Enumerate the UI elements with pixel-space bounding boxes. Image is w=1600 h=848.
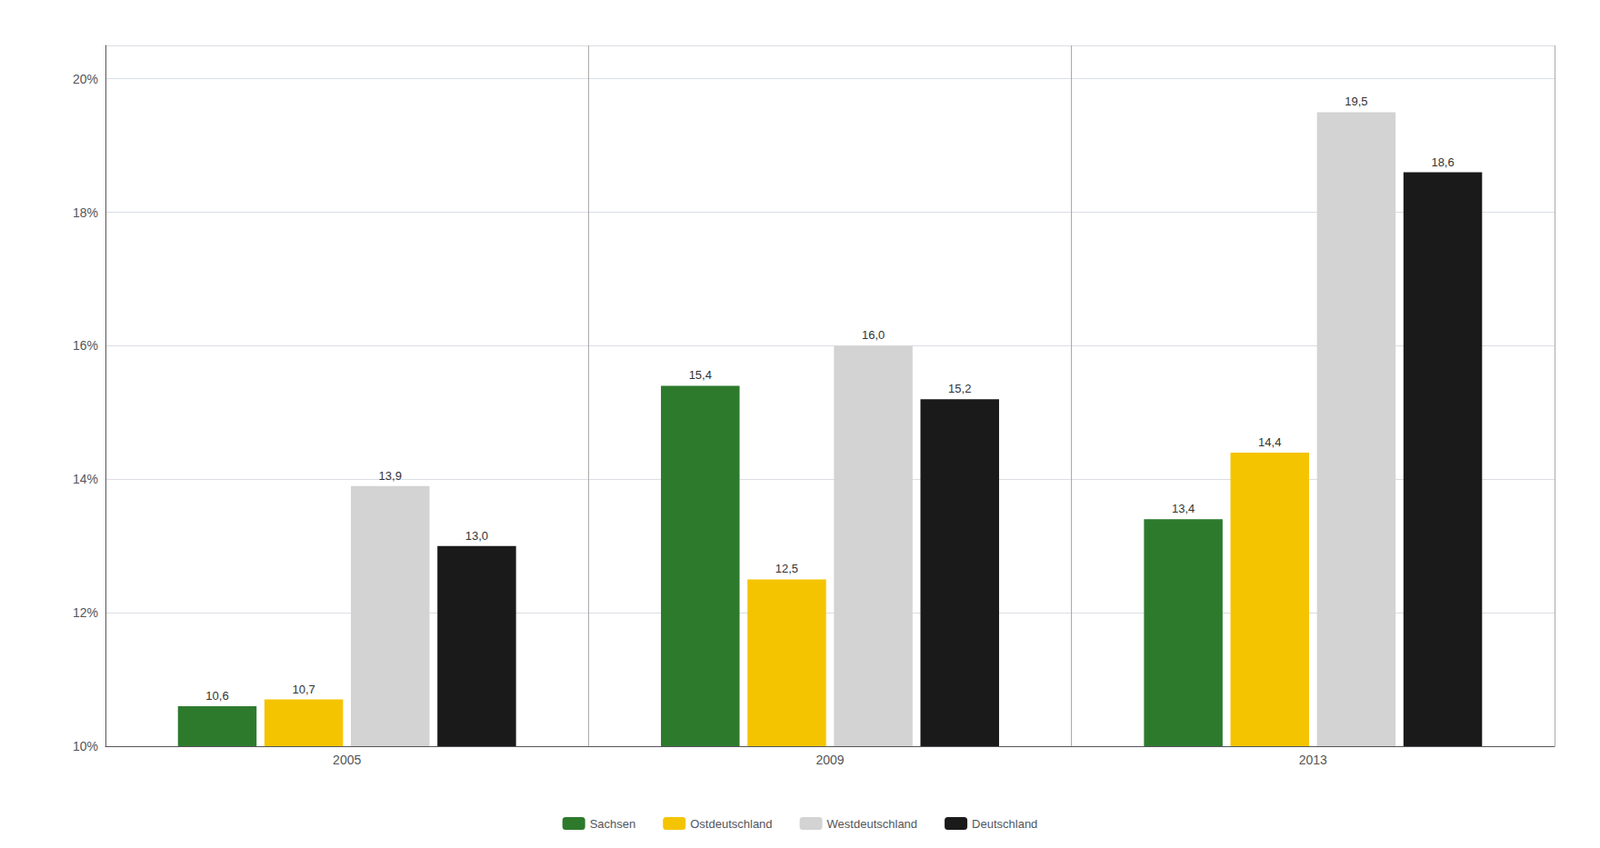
svg-text:Westdeutschland: Westdeutschland [827,817,919,831]
svg-text:13,9: 13,9 [379,469,402,483]
svg-text:15,4: 15,4 [689,368,712,382]
svg-text:12%: 12% [72,605,99,620]
svg-text:18%: 18% [72,205,99,220]
svg-text:19,5: 19,5 [1344,94,1368,109]
svg-text:14,4: 14,4 [1258,435,1281,450]
svg-text:14%: 14% [72,471,99,487]
svg-text:10%: 10% [72,739,99,754]
svg-text:18,6: 18,6 [1430,155,1454,170]
svg-text:Sachsen: Sachsen [590,817,637,831]
svg-text:10,6: 10,6 [205,689,229,703]
svg-text:15,2: 15,2 [948,381,971,396]
svg-text:2005: 2005 [332,752,361,768]
svg-text:2013: 2013 [1299,752,1328,768]
svg-text:2009: 2009 [815,752,844,768]
svg-text:16%: 16% [72,338,99,353]
svg-text:13,0: 13,0 [465,529,489,543]
svg-text:10,7: 10,7 [291,682,315,697]
svg-text:20%: 20% [72,71,99,87]
svg-text:13,4: 13,4 [1171,501,1195,516]
svg-text:Deutschland: Deutschland [971,817,1038,831]
svg-text:12,5: 12,5 [775,561,799,576]
svg-text:Ostdeutschland: Ostdeutschland [690,817,772,831]
svg-text:16,0: 16,0 [861,328,885,342]
